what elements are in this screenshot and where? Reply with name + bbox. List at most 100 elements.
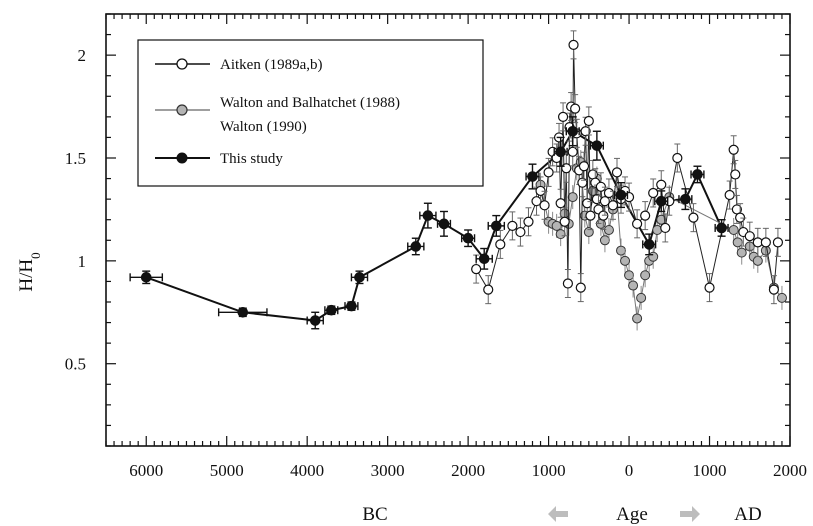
this-study-line — [145, 129, 723, 322]
walton-point — [583, 227, 594, 238]
this-study-point — [527, 171, 538, 182]
walton-point — [640, 270, 651, 281]
legend-marker-aitken — [176, 58, 188, 70]
legend-label-this-study: This study — [220, 151, 283, 167]
this-study-point — [410, 241, 422, 252]
y-tick-label: 0.5 — [65, 355, 86, 374]
this-study-point — [615, 189, 627, 201]
walton-point — [632, 313, 643, 324]
y-tick-label: 1 — [78, 252, 87, 271]
this-study-point — [478, 253, 490, 265]
series-aitken — [471, 30, 784, 305]
this-study-point — [655, 195, 667, 207]
aitken-point — [744, 231, 755, 242]
aitken-point — [760, 237, 771, 248]
this-study-point — [354, 272, 365, 283]
this-study-point — [237, 306, 249, 318]
this-study-point — [462, 232, 474, 244]
aitken-point — [728, 144, 739, 155]
walton-point — [732, 237, 743, 248]
aitken-point — [704, 282, 715, 293]
aitken-point — [607, 200, 619, 211]
aitken-point — [724, 189, 735, 201]
this-study-point — [567, 125, 579, 137]
this-study-point — [422, 210, 434, 221]
aitken-point — [580, 126, 591, 137]
walton-point — [648, 251, 659, 262]
legend-marker-this-study — [176, 152, 188, 164]
y-axis-title: H/H0 — [16, 252, 43, 291]
this-study-point — [490, 220, 502, 232]
aitken-point — [688, 212, 699, 223]
aitken-point — [570, 103, 581, 114]
aitken-point — [561, 163, 572, 174]
aitken-point — [483, 284, 494, 295]
aitken-point — [559, 216, 570, 227]
walton-point — [752, 255, 763, 266]
aitken-point — [567, 146, 578, 157]
this-study-point — [680, 193, 691, 205]
aitken-point — [603, 187, 615, 199]
legend-marker-walton — [176, 104, 188, 116]
x-tick-label: 1000 — [532, 461, 566, 480]
ad-label: AD — [734, 504, 761, 525]
aitken-point — [768, 284, 780, 295]
aitken-point — [557, 111, 569, 122]
this-study-point — [555, 146, 566, 158]
walton-line — [540, 160, 783, 319]
bc-label: BC — [362, 504, 387, 525]
x-tick-label: 2000 — [773, 461, 807, 480]
aitken-point — [583, 115, 594, 127]
y-tick-label: 1.5 — [65, 149, 86, 168]
aitken-line — [475, 44, 779, 291]
aitken-point — [582, 198, 593, 209]
legend: Aitken (1989a,b) Walton and Balhatchet (… — [137, 39, 484, 187]
aitken-point — [660, 222, 671, 234]
x-tick-label: 2000 — [451, 461, 485, 480]
legend-label-aitken: Aitken (1989a,b) — [220, 57, 322, 73]
aitken-point — [656, 179, 667, 190]
aitken-point — [515, 226, 526, 238]
aitken-point — [632, 218, 643, 229]
aitken-point — [611, 167, 623, 178]
aitken-point — [772, 237, 784, 248]
aitken-point — [543, 167, 554, 178]
aitken-point — [730, 169, 741, 180]
aitken-point — [471, 263, 482, 275]
x-tick-label: 0 — [625, 461, 634, 480]
y-axis-tick-labels: 0.5 1 1.5 2 — [65, 46, 86, 374]
this-study-point — [591, 140, 603, 151]
aitken-point — [562, 278, 574, 289]
this-study-point — [326, 304, 337, 316]
this-study-point — [140, 272, 152, 283]
aitken-point — [568, 39, 579, 50]
walton-point — [776, 292, 787, 303]
walton-point — [555, 229, 566, 240]
y-axis-title-subscript: 0 — [28, 252, 43, 259]
this-study-point — [692, 169, 703, 180]
walton-point — [728, 225, 739, 235]
x-tick-label: 3000 — [371, 461, 405, 480]
legend-label-walton-line2: Walton (1990) — [220, 119, 307, 135]
series-this-study — [129, 116, 729, 330]
walton-point — [636, 292, 647, 303]
this-study-point — [346, 300, 357, 312]
x-tick-label: 5000 — [210, 461, 244, 480]
y-axis-title-main: H/H — [16, 259, 37, 292]
walton-point — [628, 280, 639, 291]
aitken-point — [648, 187, 659, 199]
walton-point — [624, 270, 635, 281]
this-study-point — [309, 315, 321, 326]
aitken-point — [495, 239, 506, 250]
x-tick-label: 1000 — [693, 461, 727, 480]
aitken-point — [672, 152, 683, 164]
legend-label-walton-line1: Walton and Balhatchet (1988) — [220, 95, 400, 111]
walton-point — [736, 247, 747, 258]
this-study-point — [643, 239, 655, 250]
x-tick-label: 4000 — [290, 461, 324, 480]
x-axis-title: Age — [616, 504, 648, 525]
aitken-point — [539, 200, 550, 211]
this-study-point — [438, 218, 450, 230]
plot-frame — [105, 13, 791, 447]
